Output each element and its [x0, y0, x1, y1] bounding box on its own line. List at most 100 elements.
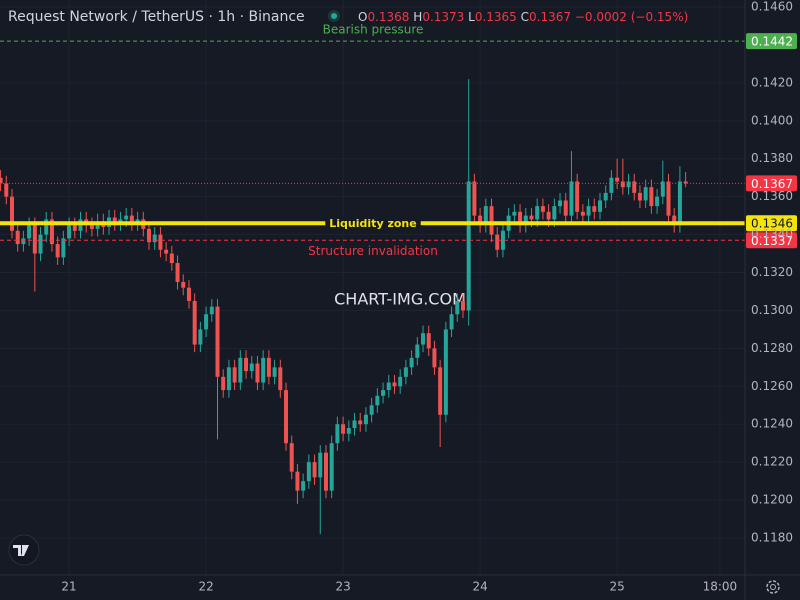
x-tick-label: 23	[335, 580, 350, 594]
candle-body	[483, 206, 488, 226]
candle-body	[204, 314, 209, 330]
candle-body	[472, 181, 477, 216]
candle-body	[609, 177, 614, 193]
candle-body	[655, 196, 660, 207]
candle-body	[535, 206, 540, 220]
candle-body	[615, 177, 620, 182]
candle-body	[426, 333, 431, 349]
ohlc-value: 0.1368	[367, 10, 409, 24]
ohlc-letter: O	[358, 10, 367, 24]
level-name: Bearish pressure	[323, 23, 424, 37]
candle-body	[21, 238, 26, 245]
candle-body	[626, 181, 631, 188]
candle-body	[620, 181, 625, 188]
candle-body	[38, 234, 43, 254]
candle-body	[643, 187, 648, 201]
candle-body	[660, 181, 665, 197]
candle-body	[495, 234, 500, 250]
candle-body	[677, 181, 682, 226]
candle-body	[129, 215, 134, 224]
level-name: Structure invalidation	[308, 244, 438, 258]
candle-body	[540, 206, 545, 212]
candle-body	[375, 395, 380, 406]
candle-body	[580, 211, 585, 216]
candle-body	[318, 452, 323, 478]
y-tick-label: 0.1300	[751, 303, 793, 317]
candle-body	[369, 405, 374, 415]
levels: 0.1367 Bearish pressure 0.1442 Liquidity zo…	[0, 23, 797, 258]
candle-body	[478, 215, 483, 226]
y-tick-label: 0.1260	[751, 379, 793, 393]
x-tick-label: 25	[609, 580, 624, 594]
candle-body	[649, 187, 654, 207]
candle-body	[500, 230, 505, 250]
candle-body	[198, 329, 203, 345]
y-tick-label: 0.1200	[751, 493, 793, 507]
candle-body	[438, 367, 443, 415]
level-price-label: 0.1442	[751, 35, 793, 49]
candle-body	[232, 367, 237, 383]
candle-body	[32, 225, 37, 254]
candle-body	[381, 390, 386, 396]
candle-body	[295, 471, 300, 491]
candle-body	[432, 348, 437, 368]
x-tick-label: 18:00	[703, 580, 738, 594]
candle-body	[27, 225, 32, 239]
y-tick-label: 0.1400	[751, 113, 793, 127]
candle-body	[592, 206, 597, 212]
last-price-badge	[746, 175, 797, 192]
tv-logo[interactable]	[8, 534, 40, 566]
level-badge	[746, 33, 797, 50]
candle-body	[632, 181, 637, 193]
candle-body	[306, 462, 311, 482]
candle-body	[403, 367, 408, 377]
candle-body	[261, 357, 266, 383]
candle-body	[552, 206, 557, 220]
candle-body	[272, 367, 277, 377]
y-tick-label: 0.1320	[751, 265, 793, 279]
candle-body	[61, 238, 66, 258]
candle-body	[284, 390, 289, 444]
axes: 0.1180 0.1200 0.1220 0.1240 0.1260 0.1280 0.13…	[61, 0, 793, 594]
ohlc-value: 0.1365	[475, 10, 517, 24]
candle-body	[278, 367, 283, 391]
plot-area	[0, 79, 688, 535]
change: −0.0002 (−0.15%)	[575, 10, 688, 24]
legend-header: Request Network / TetherUS · 1h · Binanc…	[8, 9, 688, 25]
candle-body	[449, 314, 454, 330]
candle-body	[323, 452, 328, 491]
ohlc-value: 0.1367	[529, 10, 571, 24]
ohlc-value: 0.1373	[422, 10, 464, 24]
candle-body	[443, 329, 448, 415]
y-tick-label: 0.1180	[751, 531, 793, 545]
level-name: Liquidity zone	[329, 217, 416, 230]
y-tick-label: 0.1340	[751, 227, 793, 241]
last-price-label: 0.1367	[751, 177, 793, 191]
candle-body	[363, 414, 368, 425]
candle-body	[67, 225, 72, 239]
candle-body	[238, 357, 243, 383]
candle-body	[672, 215, 677, 226]
status-dot	[331, 13, 337, 19]
candle-body	[575, 181, 580, 212]
candle-body	[15, 230, 20, 245]
level-name-bg	[325, 216, 421, 232]
grid	[0, 0, 745, 575]
candle-body	[409, 357, 414, 368]
gear-icon	[766, 580, 780, 594]
watermark: CHART-IMG.COM	[334, 290, 466, 309]
settings-button[interactable]	[766, 580, 780, 594]
logo-mark	[13, 545, 29, 556]
candle-body	[563, 200, 568, 216]
symbol-title: Request Network / TetherUS · 1h · Binanc…	[8, 9, 305, 25]
candle-body	[186, 287, 191, 301]
candle-body	[289, 443, 294, 472]
candle-body	[415, 344, 420, 358]
candle-body	[255, 363, 260, 383]
ohlc-values: O0.1368 H0.1373 L0.1365 C0.1367 −0.0002 …	[358, 10, 688, 24]
y-tick-label: 0.1360	[751, 189, 793, 203]
candle-body	[147, 228, 151, 243]
candle-body	[209, 306, 214, 315]
x-tick-label: 22	[198, 580, 213, 594]
